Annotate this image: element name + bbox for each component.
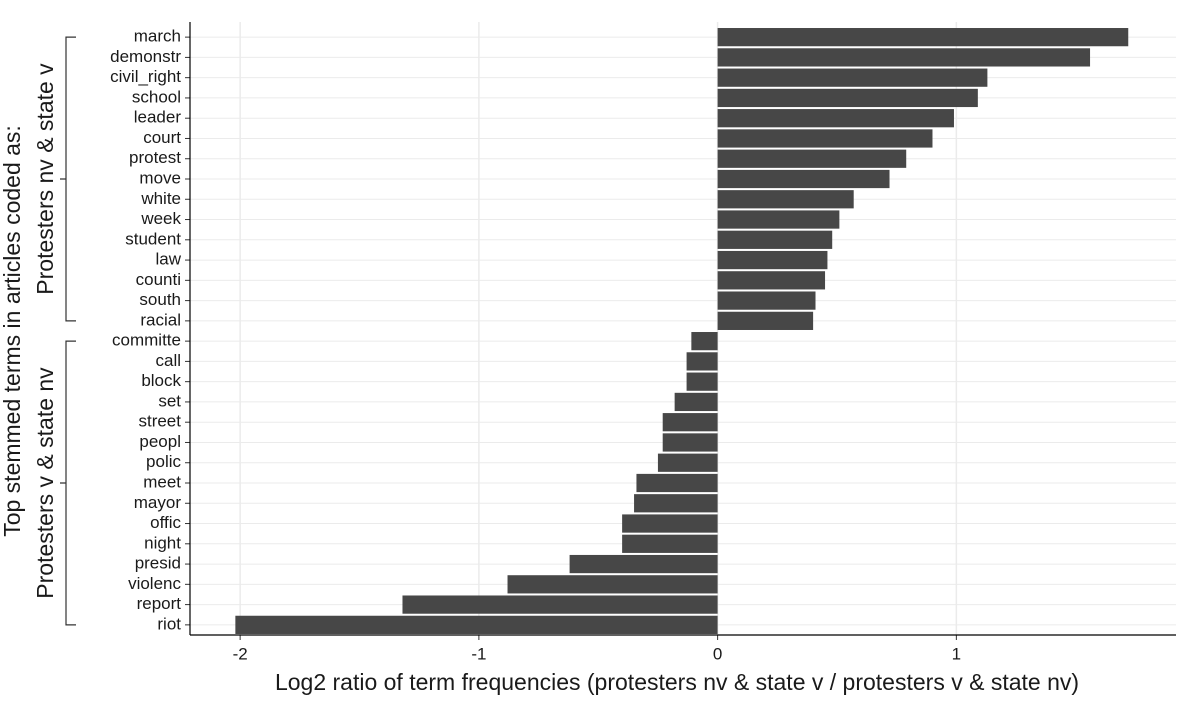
- group-bracket: [60, 36, 76, 322]
- bar: [622, 514, 718, 533]
- bar: [657, 453, 718, 472]
- y-tick-label: meet: [143, 472, 181, 491]
- bar: [717, 149, 907, 168]
- y-tick-label: white: [140, 189, 181, 208]
- bar: [717, 291, 816, 310]
- bar: [717, 190, 854, 209]
- y-tick-label: law: [155, 250, 181, 269]
- y-tick-label: polic: [146, 452, 181, 471]
- x-tick-label: -2: [233, 644, 248, 663]
- x-tick-label: -1: [471, 644, 486, 663]
- y-tick-label: leader: [134, 108, 182, 127]
- y-tick-label: counti: [136, 270, 181, 289]
- y-tick-label: mayor: [134, 493, 182, 512]
- bar: [717, 311, 814, 330]
- bar: [686, 352, 718, 371]
- y-tick-label: student: [125, 229, 181, 248]
- bar: [691, 332, 718, 351]
- group-label: Protesters v & state nv: [32, 367, 58, 599]
- bar: [235, 615, 718, 634]
- bar: [622, 534, 718, 553]
- x-axis-title: Log2 ratio of term frequencies (proteste…: [275, 669, 1079, 695]
- x-tick-label: 1: [952, 644, 961, 663]
- y-tick-label: call: [155, 351, 181, 370]
- y-tick-label: peopl: [139, 432, 181, 451]
- y-tick-label: block: [141, 371, 181, 390]
- y-tick-label: march: [134, 27, 181, 46]
- y-tick-label: violenc: [128, 574, 181, 593]
- y-tick-label: civil_right: [110, 67, 181, 86]
- bar: [674, 392, 718, 412]
- y-tick-label: south: [139, 290, 181, 309]
- y-tick-label: protest: [129, 148, 181, 167]
- bar: [717, 68, 988, 87]
- bar: [717, 109, 954, 128]
- bar: [662, 433, 718, 452]
- y-tick-label: street: [138, 412, 181, 431]
- y-tick-label: offic: [150, 513, 181, 532]
- bar: [636, 473, 718, 493]
- bar: [634, 494, 718, 513]
- bar: [717, 88, 978, 108]
- y-tick-label: presid: [135, 554, 181, 573]
- group-label: Protesters nv & state v: [32, 63, 58, 295]
- bar: [717, 28, 1129, 47]
- y-tick-label: move: [139, 168, 181, 187]
- bar: [717, 169, 890, 189]
- bar: [507, 575, 718, 594]
- y-tick-label: school: [132, 87, 181, 106]
- y-axis-title: Top stemmed terms in articles coded as:: [0, 125, 25, 537]
- y-tick-label: committe: [112, 331, 181, 350]
- bar: [717, 250, 828, 270]
- y-tick-label: report: [137, 594, 182, 613]
- bar: [717, 48, 1091, 67]
- x-tick-label: 0: [713, 644, 722, 663]
- group-bracket: [60, 340, 76, 626]
- bar: [402, 595, 718, 614]
- y-tick-label: court: [143, 128, 181, 147]
- bar: [569, 554, 718, 574]
- y-tick-label: riot: [157, 614, 181, 633]
- bar: [717, 210, 840, 229]
- bar: [662, 413, 718, 432]
- bar: [717, 129, 933, 148]
- y-tick-label: racial: [140, 310, 181, 329]
- bar: [717, 230, 833, 249]
- bar: [717, 271, 826, 290]
- y-tick-label: night: [144, 533, 181, 552]
- y-tick-label: week: [140, 209, 181, 228]
- bar: [686, 372, 718, 391]
- y-tick-label: demonstr: [110, 47, 181, 66]
- y-tick-label: set: [158, 391, 181, 410]
